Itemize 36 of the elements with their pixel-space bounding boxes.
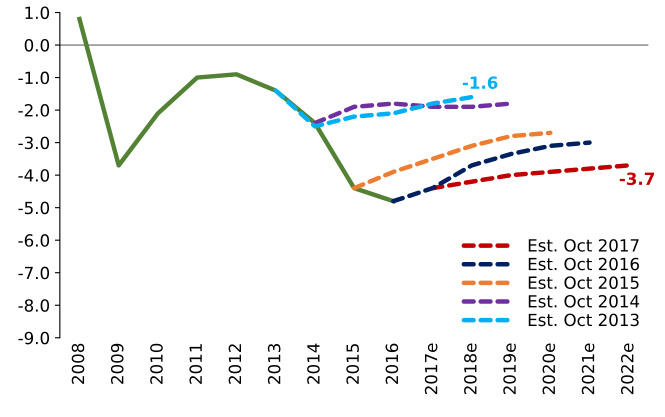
line-series bbox=[352, 130, 553, 190]
y-tick-label: -4.0 bbox=[18, 169, 50, 182]
legend-label: Est. Oct 2013 bbox=[528, 314, 639, 326]
y-tick-label: -7.0 bbox=[18, 266, 50, 280]
y-tick-label: 1.0 bbox=[25, 6, 50, 20]
x-tick-label: 2022e bbox=[620, 344, 634, 394]
y-tick-label: -6.0 bbox=[18, 234, 50, 247]
x-tick-label: 2021e bbox=[582, 344, 594, 394]
x-tick-label: 2015 bbox=[346, 344, 359, 384]
x-tick-label: 2009 bbox=[110, 344, 124, 384]
x-tick-label: 2020e bbox=[542, 344, 556, 394]
x-tick-label: 2018e bbox=[464, 344, 477, 394]
y-tick-label: -2.0 bbox=[18, 104, 50, 117]
x-tick-label: 2014 bbox=[307, 344, 320, 384]
legend-label: Est. Oct 2017 bbox=[528, 239, 639, 252]
y-tick-label: -9.0 bbox=[18, 332, 50, 344]
x-tick-label: 2008 bbox=[72, 344, 84, 384]
x-tick-label: 2013 bbox=[268, 344, 280, 384]
y-tick-label: -8.0 bbox=[18, 299, 50, 312]
data-label: -1.6 bbox=[462, 76, 498, 89]
x-tick-label: 2017e bbox=[424, 344, 438, 394]
legend-label: Est. Oct 2015 bbox=[528, 276, 639, 289]
x-tick-label: 2019e bbox=[503, 344, 516, 394]
y-tick-label: 0.0 bbox=[24, 39, 50, 52]
y-tick-label: -3.0 bbox=[18, 136, 50, 150]
x-tick-label: 2011 bbox=[189, 344, 202, 384]
x-tick-label: 2010 bbox=[150, 344, 163, 384]
x-tick-label: 2012 bbox=[228, 344, 242, 384]
legend-label: Est. Oct 2014 bbox=[528, 294, 640, 308]
data-label: -3.7 bbox=[620, 172, 654, 186]
legend-label: Est. Oct 2016 bbox=[528, 258, 639, 270]
line-series bbox=[273, 88, 474, 129]
y-tick-label: -5.0 bbox=[18, 202, 50, 214]
line-series bbox=[391, 140, 592, 204]
x-tick-label: 2016 bbox=[386, 344, 398, 384]
y-tick-label: -1.0 bbox=[18, 72, 50, 84]
